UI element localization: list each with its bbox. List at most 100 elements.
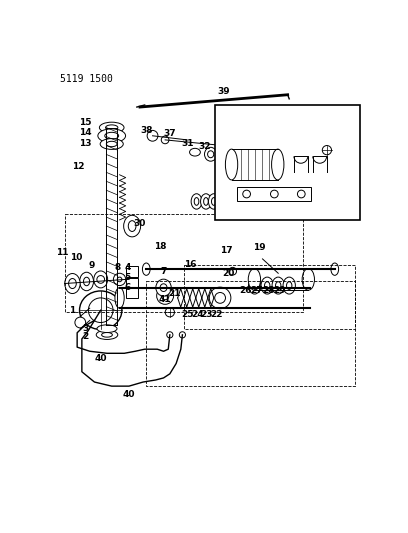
Circle shape	[75, 317, 86, 328]
Text: 2: 2	[82, 332, 88, 341]
Circle shape	[113, 273, 126, 286]
Circle shape	[97, 276, 104, 283]
Text: 1: 1	[69, 306, 75, 314]
Ellipse shape	[221, 198, 226, 205]
Circle shape	[215, 293, 226, 303]
Circle shape	[147, 131, 158, 141]
Text: 39: 39	[217, 87, 230, 96]
Ellipse shape	[286, 282, 292, 289]
Text: 43: 43	[233, 143, 245, 152]
Text: 22: 22	[211, 310, 223, 319]
Text: 29: 29	[273, 286, 286, 295]
Ellipse shape	[194, 198, 199, 205]
Ellipse shape	[106, 125, 118, 130]
Text: 10: 10	[70, 253, 83, 262]
Ellipse shape	[252, 282, 257, 289]
Text: 24: 24	[191, 310, 204, 319]
Circle shape	[89, 298, 113, 322]
Bar	[126, 266, 138, 277]
Text: 40: 40	[95, 354, 107, 363]
Ellipse shape	[283, 277, 295, 294]
Circle shape	[167, 332, 173, 338]
Ellipse shape	[208, 194, 219, 209]
Ellipse shape	[326, 163, 333, 171]
Ellipse shape	[208, 151, 214, 158]
Ellipse shape	[204, 198, 208, 205]
Ellipse shape	[201, 194, 211, 209]
Ellipse shape	[115, 288, 124, 308]
Ellipse shape	[319, 160, 323, 165]
Ellipse shape	[96, 330, 118, 340]
Text: 13: 13	[79, 139, 91, 148]
Circle shape	[271, 190, 278, 198]
Ellipse shape	[248, 277, 261, 294]
Circle shape	[161, 292, 169, 300]
Ellipse shape	[106, 141, 117, 147]
Ellipse shape	[80, 291, 122, 329]
Circle shape	[243, 190, 251, 198]
Bar	[126, 278, 138, 289]
Text: 19: 19	[253, 244, 266, 252]
Ellipse shape	[160, 284, 167, 292]
Circle shape	[297, 190, 305, 198]
Text: 7: 7	[160, 266, 167, 276]
Text: 18: 18	[154, 242, 166, 251]
Text: 14: 14	[79, 128, 91, 138]
Ellipse shape	[264, 282, 270, 289]
Circle shape	[322, 146, 332, 155]
Ellipse shape	[261, 277, 273, 294]
Text: 5119 1500: 5119 1500	[60, 74, 113, 84]
Text: 17: 17	[220, 246, 233, 255]
Ellipse shape	[204, 147, 217, 161]
Ellipse shape	[94, 271, 108, 288]
Text: 32: 32	[198, 142, 211, 150]
Text: 20: 20	[222, 269, 234, 278]
Text: 4: 4	[124, 263, 131, 272]
Ellipse shape	[302, 269, 315, 290]
Text: 21: 21	[168, 289, 181, 298]
Ellipse shape	[218, 194, 228, 209]
Ellipse shape	[317, 157, 324, 168]
Text: 8: 8	[115, 263, 121, 272]
Ellipse shape	[211, 198, 216, 205]
Ellipse shape	[128, 221, 136, 231]
Ellipse shape	[191, 194, 202, 209]
Text: 11: 11	[56, 248, 68, 257]
Circle shape	[180, 332, 186, 338]
Text: 9: 9	[88, 261, 95, 270]
Ellipse shape	[142, 263, 150, 276]
Ellipse shape	[124, 215, 141, 237]
Text: 16: 16	[184, 260, 197, 269]
Circle shape	[165, 308, 175, 317]
Text: 15: 15	[79, 118, 91, 127]
Text: 25: 25	[182, 310, 194, 319]
Text: 34: 34	[306, 148, 319, 157]
Circle shape	[229, 268, 237, 275]
Ellipse shape	[102, 333, 112, 337]
Ellipse shape	[272, 149, 284, 180]
Ellipse shape	[98, 129, 126, 143]
Ellipse shape	[248, 269, 261, 290]
Ellipse shape	[69, 279, 76, 288]
Text: 23: 23	[200, 310, 213, 319]
Ellipse shape	[156, 279, 171, 296]
Circle shape	[341, 167, 357, 182]
Ellipse shape	[275, 282, 281, 289]
Text: 5: 5	[124, 273, 131, 282]
Text: 44: 44	[269, 187, 282, 196]
Text: 3: 3	[82, 324, 88, 333]
Bar	[126, 288, 138, 298]
Ellipse shape	[331, 263, 339, 276]
Text: 28: 28	[262, 286, 275, 295]
Text: 37: 37	[164, 129, 176, 138]
Ellipse shape	[97, 325, 117, 333]
Circle shape	[157, 287, 173, 304]
Ellipse shape	[190, 148, 200, 156]
Ellipse shape	[225, 149, 238, 180]
Ellipse shape	[272, 277, 284, 294]
Ellipse shape	[84, 277, 90, 286]
Ellipse shape	[80, 272, 93, 290]
Ellipse shape	[100, 139, 123, 149]
Circle shape	[209, 287, 231, 309]
Circle shape	[161, 136, 169, 144]
